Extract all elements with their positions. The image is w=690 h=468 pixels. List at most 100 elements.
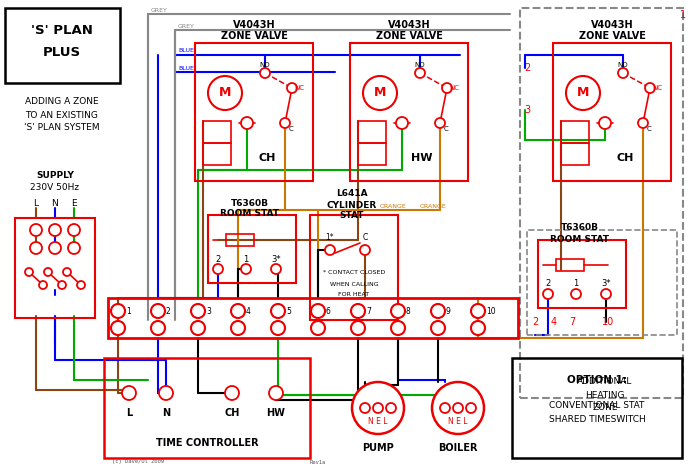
Text: BOILER: BOILER — [438, 443, 477, 453]
Text: GREY: GREY — [178, 23, 195, 29]
Circle shape — [442, 83, 452, 93]
Text: 3*: 3* — [271, 255, 281, 263]
Bar — [5, 8, 120, 83]
Circle shape — [231, 304, 245, 318]
Circle shape — [431, 321, 445, 335]
Circle shape — [571, 289, 581, 299]
Text: L641A: L641A — [336, 190, 368, 198]
Circle shape — [391, 321, 405, 335]
Text: 2: 2 — [215, 255, 221, 263]
Text: NO: NO — [618, 62, 629, 68]
Bar — [203, 143, 231, 165]
Text: M: M — [577, 87, 589, 100]
Text: TIME CONTROLLER: TIME CONTROLLER — [156, 438, 258, 448]
Circle shape — [466, 403, 476, 413]
Text: N: N — [52, 198, 59, 207]
Text: CYLINDER: CYLINDER — [327, 200, 377, 210]
Circle shape — [432, 382, 484, 434]
Text: CH: CH — [224, 408, 239, 418]
Circle shape — [241, 264, 251, 274]
Circle shape — [58, 281, 66, 289]
Bar — [208, 215, 296, 283]
Text: V4043H: V4043H — [591, 20, 633, 30]
Bar — [104, 358, 310, 458]
Text: BLUE: BLUE — [178, 49, 194, 53]
Circle shape — [271, 264, 281, 274]
Text: V4043H: V4043H — [388, 20, 431, 30]
Text: GREY: GREY — [151, 7, 168, 13]
Text: 10: 10 — [486, 307, 495, 315]
Text: SHARED TIMESWITCH: SHARED TIMESWITCH — [549, 415, 645, 424]
Bar — [538, 240, 626, 308]
Circle shape — [311, 321, 325, 335]
Text: NO: NO — [259, 62, 270, 68]
Text: WHEN CALLING: WHEN CALLING — [330, 281, 378, 286]
Circle shape — [352, 382, 404, 434]
Text: FOR HEAT: FOR HEAT — [338, 292, 370, 297]
Text: 1: 1 — [244, 255, 248, 263]
Text: 7: 7 — [366, 307, 371, 315]
Circle shape — [435, 118, 445, 128]
Text: (c) Dave/Ol 2009: (c) Dave/Ol 2009 — [112, 460, 164, 465]
Bar — [350, 43, 468, 181]
Circle shape — [471, 321, 485, 335]
Circle shape — [30, 224, 42, 236]
Text: ROOM STAT: ROOM STAT — [221, 210, 279, 219]
Text: 1: 1 — [126, 307, 130, 315]
Circle shape — [360, 403, 370, 413]
Circle shape — [49, 224, 61, 236]
Text: ORANGE: ORANGE — [420, 204, 446, 209]
Text: STAT: STAT — [339, 212, 364, 220]
Circle shape — [453, 403, 463, 413]
Text: NC: NC — [449, 85, 459, 91]
Text: Rev1a: Rev1a — [310, 460, 326, 465]
Circle shape — [159, 386, 173, 400]
Text: ORANGE: ORANGE — [380, 204, 406, 209]
Circle shape — [68, 224, 80, 236]
Bar — [512, 358, 682, 458]
Text: ZONE VALVE: ZONE VALVE — [578, 31, 645, 41]
Text: 10: 10 — [602, 317, 614, 327]
Bar — [108, 298, 518, 338]
Text: 3*: 3* — [601, 279, 611, 288]
Text: 1: 1 — [573, 279, 579, 288]
Text: 2: 2 — [524, 63, 530, 73]
Bar — [561, 121, 589, 143]
Text: 7: 7 — [569, 317, 575, 327]
Circle shape — [241, 117, 253, 129]
Circle shape — [391, 304, 405, 318]
Text: 3: 3 — [206, 307, 211, 315]
Circle shape — [30, 242, 42, 254]
Circle shape — [122, 386, 136, 400]
Circle shape — [111, 321, 125, 335]
Text: V4043H: V4043H — [233, 20, 275, 30]
Text: 230V 50Hz: 230V 50Hz — [30, 183, 79, 192]
Text: 1*: 1* — [326, 233, 335, 241]
Circle shape — [360, 245, 370, 255]
Bar — [195, 43, 313, 181]
Circle shape — [208, 76, 242, 110]
Circle shape — [363, 76, 397, 110]
Text: 1: 1 — [680, 10, 686, 20]
Text: C: C — [288, 126, 293, 132]
Text: T6360B: T6360B — [561, 224, 599, 233]
Text: HW: HW — [411, 153, 433, 163]
Circle shape — [471, 304, 485, 318]
Circle shape — [431, 304, 445, 318]
Text: ROOM STAT: ROOM STAT — [551, 234, 609, 243]
Text: M: M — [374, 87, 386, 100]
Bar — [527, 230, 677, 335]
Circle shape — [645, 83, 655, 93]
Text: CONVENTIONAL STAT: CONVENTIONAL STAT — [549, 401, 644, 410]
Circle shape — [25, 268, 33, 276]
Text: 2: 2 — [545, 279, 551, 288]
Circle shape — [77, 281, 85, 289]
Text: 2: 2 — [532, 317, 538, 327]
Circle shape — [44, 268, 52, 276]
Circle shape — [111, 304, 125, 318]
Circle shape — [271, 321, 285, 335]
Circle shape — [566, 76, 600, 110]
Circle shape — [260, 68, 270, 78]
Bar — [358, 121, 386, 143]
Text: 8: 8 — [406, 307, 411, 315]
